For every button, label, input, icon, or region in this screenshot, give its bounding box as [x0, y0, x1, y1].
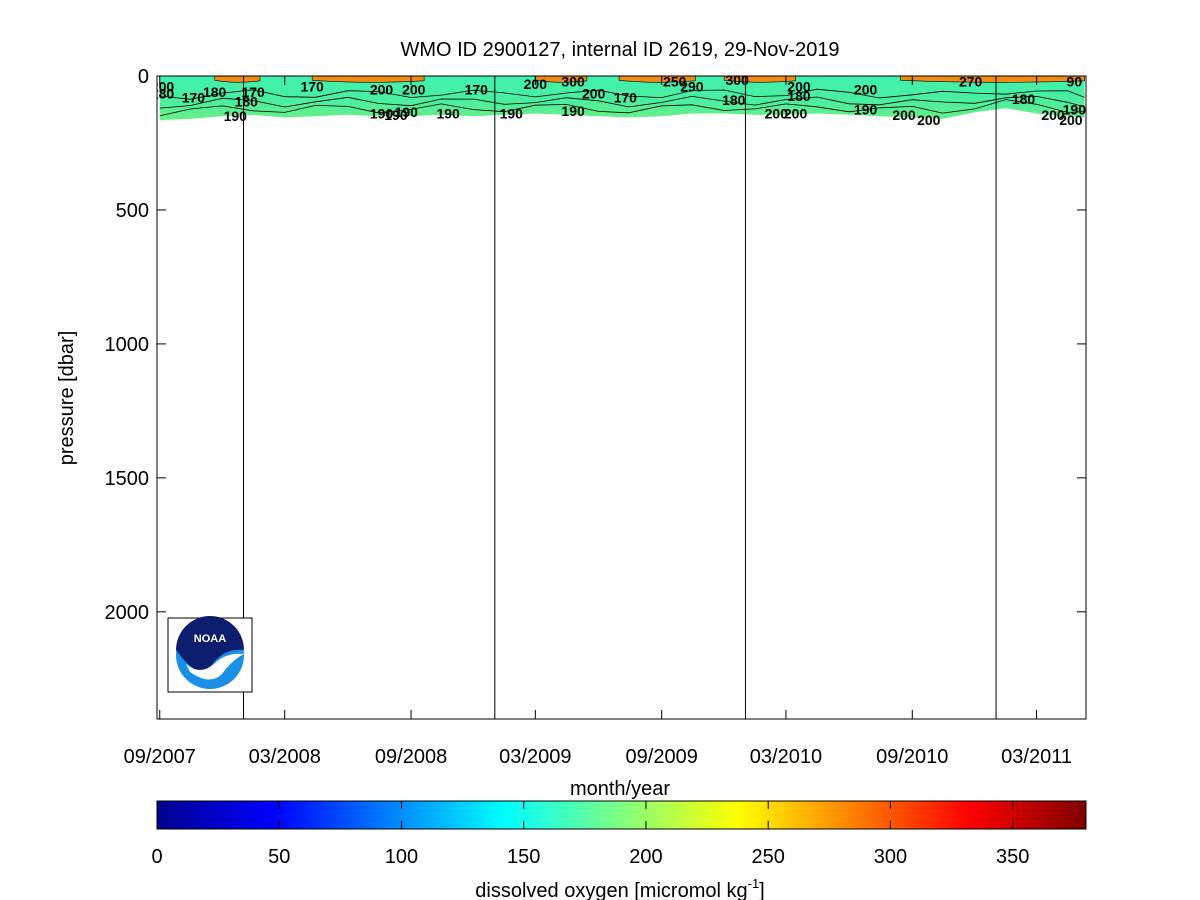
- colorbar-tick-label: 250: [751, 846, 784, 868]
- colorbar-tick-label: 300: [874, 846, 907, 868]
- contour-label: 190: [561, 103, 585, 119]
- colorbar-tick-label: 0: [151, 846, 162, 868]
- colorbar-tick-label: 100: [385, 846, 418, 868]
- y-tick-label: 0: [138, 66, 149, 88]
- contour-line: [159, 88, 1085, 100]
- plot-area: [157, 76, 1086, 719]
- contour-label: 200: [854, 81, 878, 97]
- x-tick-label: 09/2007: [124, 746, 196, 768]
- contour-label: 270: [959, 73, 983, 89]
- contour-label: 290: [680, 79, 704, 95]
- colorbar-ticks: 0 50 100 150 200 250 300 350: [151, 801, 1029, 868]
- contour-label: 180: [722, 92, 746, 108]
- y-tick-label: 500: [116, 200, 149, 222]
- x-tick-label: 09/2008: [375, 746, 447, 768]
- contour-label: 180: [203, 84, 227, 100]
- colorbar-tick-label: 50: [268, 846, 290, 868]
- contour-label: 170: [241, 84, 265, 100]
- colorbar-tick-label: 350: [996, 846, 1029, 868]
- surface-high-oxygen: [900, 76, 1085, 83]
- contour-label: 190: [370, 106, 394, 122]
- contour-line: [159, 99, 1085, 117]
- year-boundary-lines: [243, 76, 997, 719]
- colorbar-tick-label: 150: [507, 846, 540, 868]
- contour-label: 170: [465, 81, 489, 97]
- contour-label: 190: [395, 104, 419, 120]
- surface-high-oxygen: [214, 76, 261, 83]
- chart-title: WMO ID 2900127, internal ID 2619, 29-Nov…: [400, 39, 839, 61]
- contour-label: 180: [235, 93, 259, 109]
- y-tick-label: 1500: [105, 468, 150, 490]
- contour-label: 170: [300, 79, 324, 95]
- contour-label: 190: [1063, 101, 1087, 117]
- contour-label: 200: [151, 79, 175, 95]
- x-tick-label: 09/2010: [876, 746, 948, 768]
- contour-label: 200: [765, 106, 789, 122]
- svg-text:NOAA: NOAA: [194, 633, 226, 645]
- contour-label: 200: [370, 81, 394, 97]
- contour-line: [159, 95, 1085, 109]
- contour-label: 190: [384, 107, 408, 123]
- x-tick-label: 09/2009: [626, 746, 698, 768]
- y-axis-label: pressure [dbar]: [56, 331, 78, 466]
- contour-label: 90: [1067, 73, 1083, 89]
- surface-high-oxygen: [535, 76, 588, 83]
- contour-label: 180: [151, 85, 175, 101]
- y-axis-ticks: 0 500 1000 1500 2000: [105, 66, 1086, 624]
- surface-high-oxygen: [723, 76, 796, 83]
- contour-label: 190: [500, 106, 524, 122]
- contour-label: 170: [614, 89, 638, 105]
- oxygen-field: [159, 76, 1085, 121]
- x-tick-label: 03/2009: [499, 746, 571, 768]
- contour-label: 190: [854, 101, 878, 117]
- contour-label: 200: [1041, 107, 1065, 123]
- noaa-logo: NOAA: [167, 616, 253, 693]
- contour-label: 200: [1059, 112, 1083, 128]
- contour-label: 180: [787, 88, 811, 104]
- y-tick-label: 1000: [105, 334, 150, 356]
- y-tick-label: 2000: [105, 602, 150, 624]
- surface-high-oxygen: [311, 76, 425, 83]
- x-tick-label: 03/2010: [750, 746, 822, 768]
- contour-label: 190: [436, 106, 460, 122]
- colorbar-label: dissolved oxygen [micromol kg-1]: [475, 876, 764, 900]
- contour-label: 300: [561, 73, 585, 89]
- contour-label: 170: [182, 89, 206, 105]
- x-tick-label: 03/2008: [249, 746, 321, 768]
- x-axis-ticks: 09/2007 03/2008 09/2008 03/2009 09/2009 03/20…: [124, 76, 1072, 768]
- contour-label: 200: [787, 79, 811, 95]
- oxygen-fill: [159, 76, 1085, 121]
- x-axis-label: month/year: [570, 778, 670, 800]
- contour-label: 180: [1012, 91, 1036, 107]
- contour-label: 200: [402, 81, 426, 97]
- colorbar-tick-label: 200: [629, 846, 662, 868]
- contour-label: 200: [917, 112, 941, 128]
- contour-label: 200: [784, 106, 808, 122]
- contour-label: 200: [892, 107, 916, 123]
- colorbar: [156, 800, 1087, 830]
- contour-label: 300: [726, 72, 750, 88]
- plot-frame: [156, 75, 1087, 720]
- x-tick-label: 03/2011: [1001, 746, 1072, 768]
- contour-label: 250: [663, 73, 687, 89]
- contour-label: 190: [224, 108, 248, 124]
- contour-label: 200: [582, 85, 606, 101]
